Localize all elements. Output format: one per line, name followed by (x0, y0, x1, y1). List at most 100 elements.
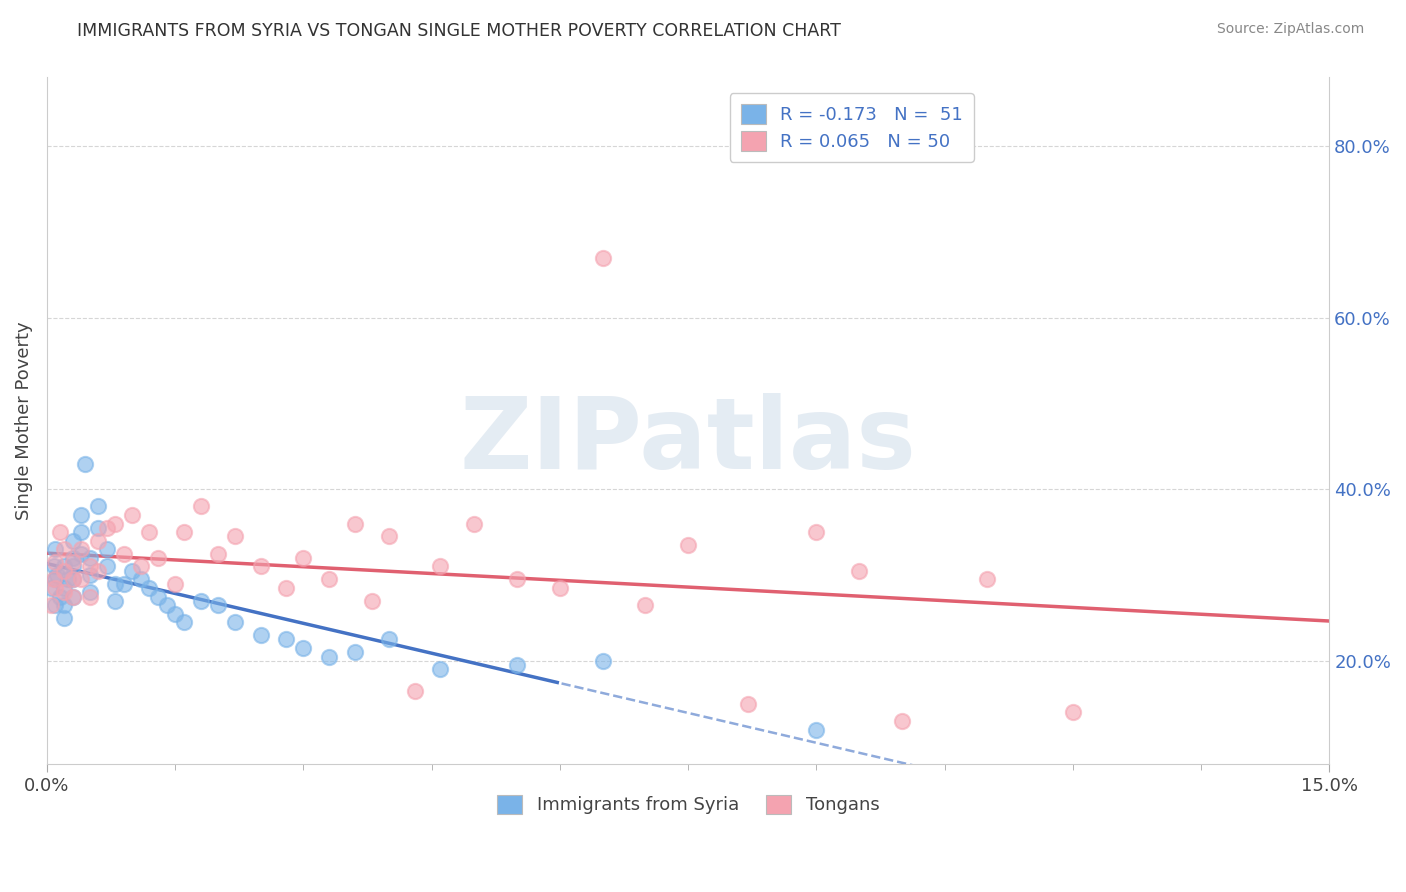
Point (96, 542, 118, 557)
Point (44, 555, 66, 569)
Point (173, 615, 195, 630)
Point (53, 585, 76, 599)
Text: IMMIGRANTS FROM SYRIA VS TONGAN SINGLE MOTHER POVERTY CORRELATION CHART: IMMIGRANTS FROM SYRIA VS TONGAN SINGLE M… (77, 22, 841, 40)
Point (890, 714, 912, 728)
Point (676, 538, 699, 552)
Point (70, 542, 93, 557)
Point (463, 516, 485, 531)
Point (249, 559, 271, 574)
Point (592, 654, 614, 668)
Point (634, 598, 657, 612)
Point (42, 573, 65, 587)
Point (138, 525, 160, 540)
Point (343, 516, 366, 531)
Point (104, 576, 127, 591)
Point (292, 550, 315, 565)
Point (292, 640, 315, 655)
Point (62, 590, 84, 604)
Point (207, 547, 229, 561)
Text: ZIPatlas: ZIPatlas (460, 392, 917, 490)
Point (79, 559, 101, 574)
Point (44, 542, 66, 557)
Point (104, 594, 127, 608)
Point (53, 542, 76, 557)
Point (58, 573, 80, 587)
Point (62, 555, 84, 569)
Point (62, 559, 84, 574)
Point (70, 547, 93, 561)
Point (87, 533, 110, 548)
Point (53, 559, 76, 574)
Point (112, 576, 135, 591)
Point (592, 251, 614, 265)
Point (318, 649, 340, 664)
Point (53, 581, 76, 595)
Point (44, 598, 66, 612)
Point (378, 529, 401, 543)
Point (190, 594, 212, 608)
Point (1062, 706, 1084, 720)
Point (276, 581, 298, 595)
Point (87, 564, 110, 578)
Y-axis label: Single Mother Poverty: Single Mother Poverty (15, 321, 32, 520)
Point (548, 581, 571, 595)
Text: Source: ZipAtlas.com: Source: ZipAtlas.com (1216, 22, 1364, 37)
Point (62, 573, 84, 587)
Point (62, 573, 84, 587)
Point (207, 598, 229, 612)
Point (96, 521, 118, 535)
Point (165, 576, 187, 591)
Point (224, 615, 246, 630)
Point (48, 590, 70, 604)
Point (39, 598, 62, 612)
Point (70, 573, 93, 587)
Point (404, 684, 426, 698)
Point (75, 457, 97, 471)
Point (79, 585, 101, 599)
Point (62, 550, 84, 565)
Point (44, 573, 66, 587)
Point (62, 590, 84, 604)
Point (121, 564, 143, 578)
Point (70, 508, 93, 522)
Point (976, 573, 998, 587)
Point (48, 525, 70, 540)
Point (146, 550, 169, 565)
Point (79, 590, 101, 604)
Point (121, 508, 143, 522)
Point (155, 598, 177, 612)
Point (138, 581, 160, 595)
Point (276, 632, 298, 647)
Point (343, 645, 366, 659)
Point (39, 581, 62, 595)
Legend: Immigrants from Syria, Tongans: Immigrants from Syria, Tongans (488, 786, 889, 823)
Point (104, 516, 127, 531)
Point (87, 500, 110, 514)
Point (378, 632, 401, 647)
Point (506, 658, 529, 673)
Point (429, 663, 451, 677)
Point (53, 564, 76, 578)
Point (249, 628, 271, 642)
Point (96, 559, 118, 574)
Point (53, 611, 76, 625)
Point (44, 581, 66, 595)
Point (360, 594, 382, 608)
Point (506, 573, 529, 587)
Point (806, 723, 828, 737)
Point (87, 521, 110, 535)
Point (146, 590, 169, 604)
Point (129, 573, 152, 587)
Point (848, 564, 870, 578)
Point (190, 500, 212, 514)
Point (318, 573, 340, 587)
Point (806, 525, 828, 540)
Point (165, 607, 187, 621)
Point (737, 697, 759, 711)
Point (224, 529, 246, 543)
Point (46, 568, 69, 582)
Point (62, 533, 84, 548)
Point (112, 547, 135, 561)
Point (70, 525, 93, 540)
Point (42, 559, 65, 574)
